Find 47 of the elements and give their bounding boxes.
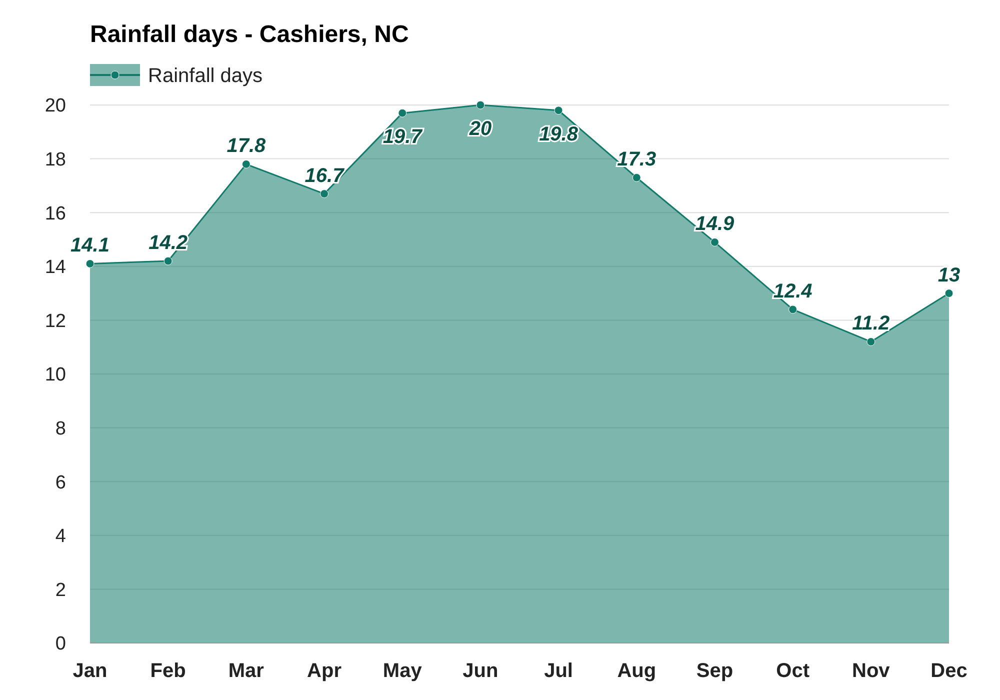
y-tick-label: 10 [44, 364, 66, 386]
y-tick-label: 14 [44, 257, 66, 278]
point [788, 305, 798, 314]
point [164, 256, 172, 266]
y-tick-label: 16 [44, 203, 66, 224]
x-tick-label: Jul [544, 660, 573, 682]
x-tick-label: Jun [462, 660, 498, 682]
x-tick-label: Jan [72, 660, 108, 682]
data-label: 17.8 [226, 135, 267, 158]
y-tick-label: 6 [55, 472, 66, 494]
legend-label: Rainfall days [148, 65, 263, 87]
x-tick-label: Oct [776, 660, 810, 682]
data-label: 14.1 [70, 234, 110, 257]
point [242, 160, 250, 168]
point [866, 337, 876, 346]
data-label: 12.4 [773, 280, 812, 302]
point [632, 173, 641, 182]
x-tick-label: Aug [617, 660, 656, 682]
data-label: 13 [938, 264, 960, 286]
y-tick-label: 0 [55, 634, 66, 655]
data-label: 19.8 [539, 123, 579, 146]
y-tick-label: 18 [44, 149, 66, 170]
data-label: 14.9 [695, 213, 736, 236]
y-tick-label: 8 [55, 418, 66, 440]
point [476, 100, 485, 110]
x-tick-label: May [382, 660, 423, 682]
x-tick-label: Nov [852, 660, 891, 682]
x-tick-label: Mar [228, 660, 264, 682]
data-label: 17.3 [617, 148, 656, 171]
point [320, 190, 329, 198]
point [710, 238, 719, 246]
point [86, 259, 94, 268]
x-tick-label: Dec [930, 660, 968, 682]
point [554, 106, 563, 115]
x-tick-label: Apr [307, 660, 342, 682]
point [944, 289, 954, 298]
y-tick-label: 20 [44, 96, 66, 117]
point [398, 108, 407, 118]
chart-title: Rainfall days - Cashiers, NC [90, 21, 409, 48]
x-tick-label: Sep [696, 660, 734, 682]
y-tick-label: 4 [55, 526, 66, 548]
data-label: 19.7 [382, 126, 423, 148]
data-label: 20 [468, 118, 492, 140]
y-tick-label: 12 [44, 310, 66, 332]
x-tick-label: Feb [150, 660, 186, 682]
y-tick-label: 2 [55, 580, 66, 601]
data-label: 11.2 [852, 312, 890, 335]
